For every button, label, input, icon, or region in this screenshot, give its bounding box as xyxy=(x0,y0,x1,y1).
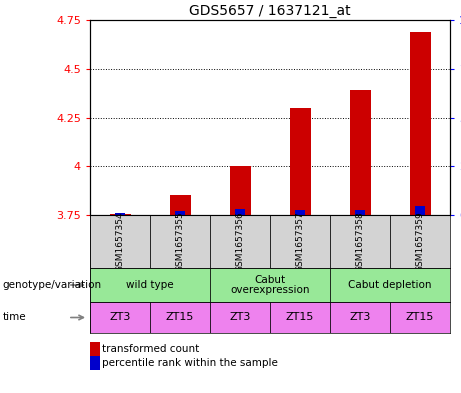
Bar xyxy=(409,32,431,215)
Bar xyxy=(270,302,330,333)
Text: Cabut
overexpression: Cabut overexpression xyxy=(230,275,310,296)
Bar xyxy=(290,108,311,215)
Text: GSM1657354: GSM1657354 xyxy=(116,211,124,272)
Text: transformed count: transformed count xyxy=(102,344,199,354)
Bar xyxy=(90,302,150,333)
Bar xyxy=(235,209,245,215)
Bar xyxy=(349,90,371,215)
Text: ZT15: ZT15 xyxy=(286,312,314,323)
Title: GDS5657 / 1637121_at: GDS5657 / 1637121_at xyxy=(189,4,351,18)
Text: ZT3: ZT3 xyxy=(109,312,130,323)
Bar xyxy=(295,209,305,215)
Text: ZT15: ZT15 xyxy=(166,312,194,323)
Bar xyxy=(270,215,330,268)
Bar xyxy=(355,210,366,215)
Bar xyxy=(414,206,426,215)
Bar xyxy=(390,302,450,333)
Bar xyxy=(115,213,125,215)
Bar xyxy=(110,214,130,215)
Bar xyxy=(330,302,390,333)
Text: GSM1657359: GSM1657359 xyxy=(415,211,425,272)
Bar xyxy=(175,211,185,215)
Bar xyxy=(390,215,450,268)
Text: GSM1657357: GSM1657357 xyxy=(296,211,305,272)
Text: wild type: wild type xyxy=(126,280,174,290)
Bar xyxy=(170,195,190,215)
Bar xyxy=(230,166,250,215)
Text: Cabut depletion: Cabut depletion xyxy=(348,280,432,290)
Bar xyxy=(150,215,210,268)
Text: GSM1657355: GSM1657355 xyxy=(176,211,184,272)
Text: GSM1657356: GSM1657356 xyxy=(236,211,244,272)
Bar xyxy=(330,268,450,302)
Text: ZT3: ZT3 xyxy=(349,312,371,323)
Bar xyxy=(150,302,210,333)
Text: ZT15: ZT15 xyxy=(406,312,434,323)
Bar xyxy=(210,268,330,302)
Text: time: time xyxy=(2,312,26,323)
Text: percentile rank within the sample: percentile rank within the sample xyxy=(102,358,278,368)
Text: ZT3: ZT3 xyxy=(229,312,251,323)
Bar xyxy=(210,302,270,333)
Text: genotype/variation: genotype/variation xyxy=(2,280,101,290)
Bar xyxy=(210,215,270,268)
Text: GSM1657358: GSM1657358 xyxy=(355,211,365,272)
Bar xyxy=(90,215,150,268)
Bar xyxy=(90,268,210,302)
Bar xyxy=(330,215,390,268)
